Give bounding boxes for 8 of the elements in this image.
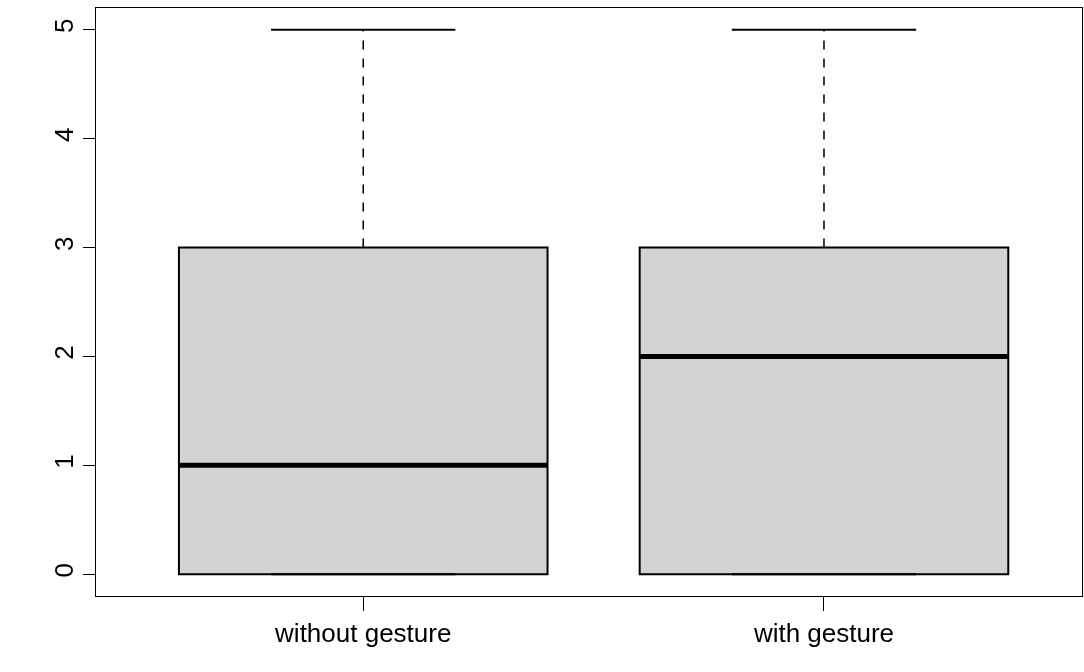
x-tick-label: with gesture	[752, 618, 895, 649]
x-tick-label: without gesture	[274, 618, 452, 649]
y-tick-label: 1	[48, 454, 79, 469]
y-tick-label: 3	[48, 236, 79, 251]
y-tick-label: 5	[48, 18, 79, 34]
y-tick-label: 2	[48, 345, 79, 360]
y-tick-label: 0	[48, 563, 79, 578]
y-tick-label: 4	[48, 127, 79, 142]
